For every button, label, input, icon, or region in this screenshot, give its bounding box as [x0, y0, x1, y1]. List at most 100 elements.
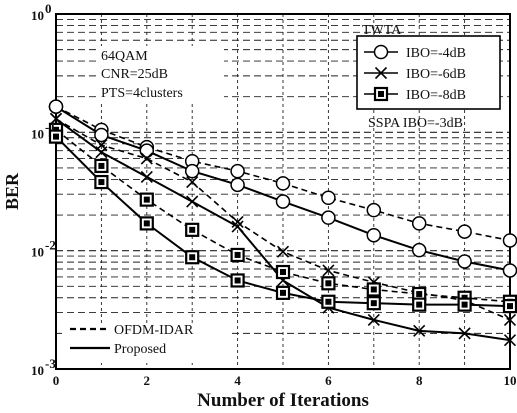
data-point-square-solid	[185, 250, 200, 265]
marker-x-stroke	[231, 220, 244, 233]
marker-square-inner	[461, 301, 468, 308]
line-style-legend: OFDM-IDAR Proposed	[62, 323, 232, 363]
x-tick-label: 4	[234, 373, 241, 388]
marker-square-inner	[280, 269, 286, 276]
data-point-square-solid	[321, 294, 336, 309]
series-layer	[48, 99, 517, 347]
legend-label-solid: Proposed	[114, 342, 166, 357]
x-tick-label: 0	[53, 373, 60, 388]
legend-marker-square	[373, 86, 389, 102]
marker-square-inner	[234, 251, 241, 258]
data-point-square-dashed	[321, 276, 336, 291]
marker-x-stroke	[503, 334, 517, 347]
y-tick-label: 10 -3	[31, 356, 56, 378]
legend-label-dashed: OFDM-IDAR	[114, 323, 194, 338]
marker-x-stroke	[413, 324, 426, 337]
data-point-circle-solid	[275, 194, 291, 209]
data-point-x-solid	[95, 146, 108, 159]
marker-x-stroke	[458, 327, 471, 340]
marker-x-stroke	[95, 146, 108, 159]
marker-legend-title: TWTA	[362, 23, 402, 38]
marker-square-inner	[98, 179, 105, 186]
marker-square-inner	[189, 254, 196, 261]
data-point-x-dashed	[140, 152, 153, 165]
data-point-x-solid	[413, 324, 426, 337]
marker-square-inner	[143, 196, 150, 203]
data-point-square-solid	[412, 297, 427, 312]
data-point-square-solid	[139, 216, 154, 231]
data-point-square-solid	[275, 285, 291, 300]
data-point-circle-solid	[184, 163, 200, 179]
marker-square-inner	[143, 220, 150, 227]
line-style-legend-items: OFDM-IDAR Proposed	[70, 323, 194, 357]
data-point-circle-dashed	[230, 163, 245, 179]
legend-marker-circle	[373, 44, 389, 60]
x-axis-title: Number of Iterations	[197, 390, 369, 411]
data-point-x-dashed	[322, 264, 335, 277]
data-point-x-solid	[140, 170, 153, 183]
y-tick-label: 10 -1	[31, 119, 56, 141]
marker-square-inner	[325, 280, 332, 287]
legend-label-circle: IBO=-4dB	[406, 46, 466, 61]
data-point-circle-solid	[321, 210, 336, 225]
data-point-x-solid	[458, 327, 471, 340]
data-point-square-dashed	[230, 247, 245, 263]
data-point-square-dashed	[94, 158, 109, 174]
marker-x-stroke	[140, 152, 153, 165]
data-point-x-solid	[367, 313, 380, 326]
data-point-square-solid	[48, 129, 64, 144]
x-tick-label: 2	[144, 373, 151, 388]
data-point-circle-solid	[411, 242, 427, 258]
data-point-circle-solid	[48, 99, 64, 114]
annotation-background	[98, 46, 224, 102]
y-tick-label: 10 -2	[31, 238, 56, 260]
data-point-circle-solid	[230, 177, 245, 193]
marker-square-inner	[416, 301, 423, 308]
data-point-circle-solid	[502, 263, 517, 278]
marker-square-inner	[234, 277, 241, 284]
marker-x-stroke	[503, 313, 517, 326]
marker-x-stroke	[140, 170, 153, 183]
y-tick-base: 10	[31, 363, 44, 378]
data-point-circle-dashed	[321, 190, 336, 206]
data-point-circle-solid	[366, 227, 382, 243]
data-point-square-solid	[94, 174, 109, 190]
data-point-circle-dashed	[275, 176, 291, 191]
x-tick-labels: 0 2 4 6 8 10	[53, 373, 517, 388]
marker-x-stroke	[322, 264, 335, 277]
y-tick-exponent: -1	[45, 119, 56, 134]
data-point-square-dashed	[139, 192, 154, 207]
data-point-circle-dashed	[366, 202, 382, 218]
marker-square-inner	[53, 133, 59, 140]
legend-label-x: IBO=-6dB	[406, 67, 466, 82]
data-point-circle-dashed	[457, 224, 472, 239]
annotation-pts: PTS=4clusters	[101, 86, 183, 101]
data-point-circle-dashed	[502, 233, 517, 248]
x-tick-label: 8	[416, 373, 423, 388]
annotation-cnr: CNR=25dB	[101, 67, 168, 82]
marker-square-inner	[370, 286, 377, 293]
y-tick-exponent: -2	[45, 238, 56, 253]
marker-square-inner	[370, 300, 377, 307]
data-point-square-dashed	[275, 264, 291, 280]
data-point-square-solid	[457, 297, 472, 312]
series-line-square-dashed	[55, 129, 511, 303]
x-tick-label: 6	[325, 373, 332, 388]
data-point-x-solid	[503, 334, 517, 347]
y-tick-base: 10	[31, 8, 44, 23]
data-point-square-dashed	[366, 282, 381, 297]
marker-legend: TWTA IBO=-4dB IBO=-6dB IBO=-8dB	[356, 23, 501, 110]
marker-x-stroke	[367, 313, 380, 326]
y-tick-base: 10	[31, 126, 44, 141]
marker-square-inner	[189, 226, 196, 233]
data-point-x-solid	[231, 220, 244, 233]
y-tick-label: 10 0	[31, 1, 52, 23]
marker-square-inner	[325, 298, 332, 305]
annotation-modulation: 64QAM	[101, 49, 148, 64]
x-tick-label: 10	[504, 373, 517, 388]
data-point-square-solid	[502, 299, 517, 314]
data-point-circle-solid	[139, 143, 155, 158]
marker-square-inner	[416, 291, 423, 298]
